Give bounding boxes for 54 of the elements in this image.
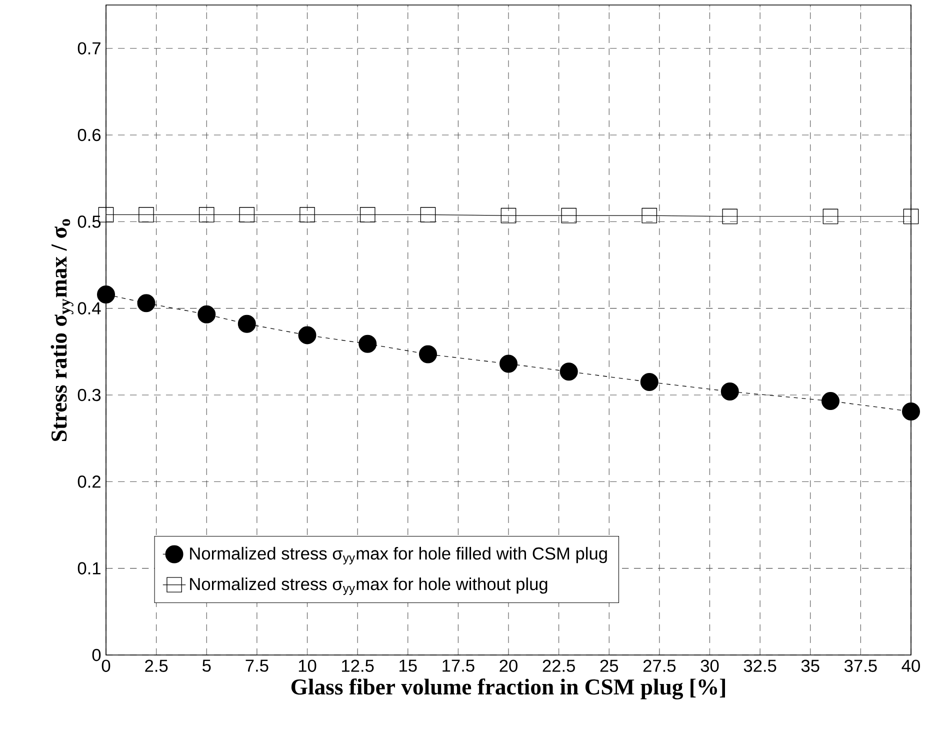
x-tick-label: 7.5 <box>246 660 268 672</box>
x-tick-label: 40 <box>902 660 920 672</box>
x-axis-title: Glass fiber volume fraction in CSM plug [%] <box>291 678 725 700</box>
point <box>500 208 516 224</box>
point <box>822 208 838 224</box>
legend-label: Normalized stress σ$_{yy}$max for hole without plug <box>190 577 548 595</box>
point <box>97 285 116 304</box>
x-tick-label: 0 <box>102 660 110 672</box>
y-tick-label: 0.7 <box>78 42 100 54</box>
point <box>500 354 518 373</box>
x-tick-label: 10 <box>298 660 316 672</box>
y-tick-label: 0.4 <box>78 302 101 314</box>
y-tick-label: 0.1 <box>78 562 100 574</box>
y-tick-label: 0.2 <box>78 476 100 488</box>
y-tick-label: 0.5 <box>78 216 101 228</box>
x-tick-label: 20 <box>500 660 518 672</box>
x-tick-label: 2.5 <box>145 660 168 672</box>
x-tick-label: 5 <box>202 660 211 672</box>
y-tick-label: 0.3 <box>78 388 101 402</box>
point <box>903 208 919 224</box>
y-tick-label: 0.6 <box>78 128 101 142</box>
x-tick-label: 12.5 <box>342 660 374 672</box>
point <box>298 326 316 344</box>
point <box>360 207 376 222</box>
point <box>640 372 658 391</box>
x-tick-label: 15 <box>400 660 417 672</box>
point <box>419 345 437 364</box>
point <box>821 392 840 410</box>
x-tick-label: 30 <box>700 660 719 672</box>
x-tick-label: 27.5 <box>643 660 676 672</box>
point <box>198 305 216 324</box>
point <box>420 207 436 222</box>
point <box>300 207 315 222</box>
legend-label: Normalized stress σ$_{yy}$max for hole filled with CSM plug <box>190 546 607 564</box>
x-tick-label: 25 <box>600 660 618 672</box>
x-tick-label: 32.5 <box>744 660 776 672</box>
point <box>239 207 255 222</box>
point <box>198 207 214 222</box>
y-axis-title: Stress ratio σ$_{yy}$max / σ$_{o}$ <box>50 219 74 441</box>
x-tick-label: 22.5 <box>542 660 575 672</box>
point <box>238 314 256 333</box>
point <box>720 382 739 401</box>
point <box>722 208 738 224</box>
point <box>902 402 920 420</box>
y-tick-label: 0 <box>92 648 101 662</box>
point <box>642 208 658 224</box>
x-tick-label: 35 <box>801 660 820 672</box>
x-tick-label: 37.5 <box>844 660 877 672</box>
point <box>358 334 377 353</box>
point <box>561 208 577 224</box>
x-tick-label: 17.5 <box>442 660 474 672</box>
point <box>560 362 578 381</box>
point <box>137 294 156 312</box>
point <box>138 207 154 222</box>
